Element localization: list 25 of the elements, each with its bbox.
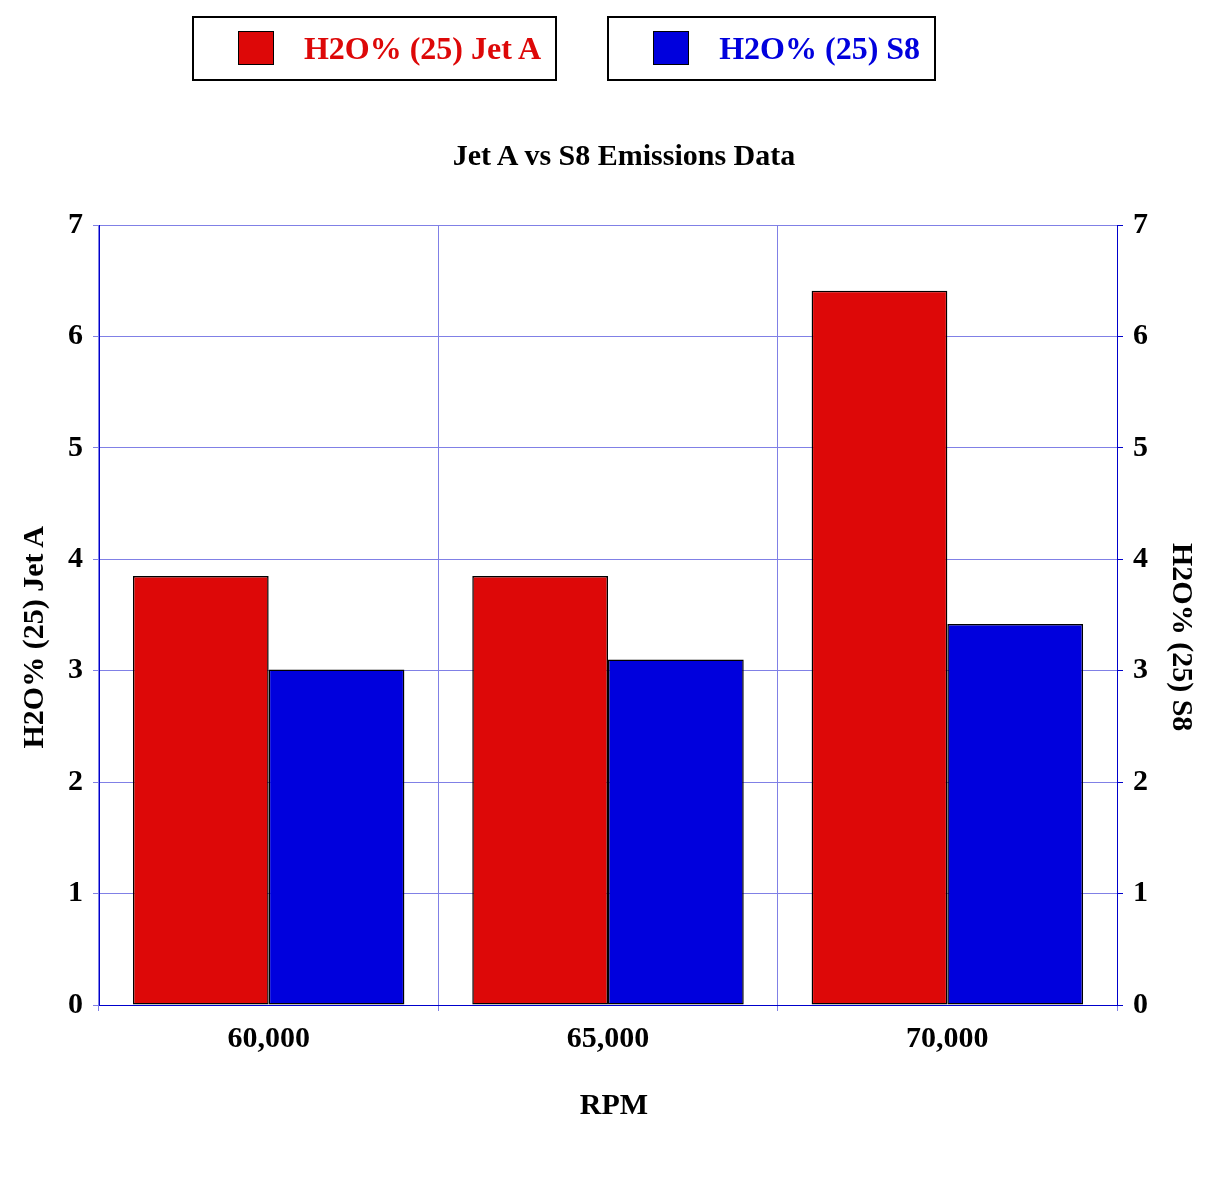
legend-label: H2O% (25) S8	[719, 29, 921, 67]
y2-tick-label: 5	[1133, 428, 1148, 462]
x-tick-label: 65,000	[566, 1019, 650, 1053]
y-tick-label: 7	[68, 205, 83, 239]
x-tick-label: 60,000	[227, 1019, 310, 1053]
x-tick-label: 70,000	[906, 1019, 989, 1053]
y-tick-label: 6	[68, 317, 83, 351]
y-tick-label: 2	[68, 762, 83, 796]
y2-tick-label: 3	[1133, 651, 1148, 685]
y2-tick-label: 4	[1133, 540, 1148, 574]
y2-tick-label: 1	[1133, 874, 1148, 908]
y-tick-label: 4	[68, 540, 83, 574]
y-tick-label: 3	[68, 651, 83, 685]
y-axis-title: H2O% (25) Jet A	[16, 525, 50, 749]
y2-tick-label: 0	[1133, 985, 1148, 1019]
chart-title: Jet A vs S8 Emissions Data	[451, 138, 797, 173]
y-tick-label: 0	[68, 985, 83, 1019]
y2-axis-title: H2O% (25) S8	[1166, 542, 1200, 732]
y-tick-label: 1	[68, 874, 83, 908]
y2-tick-label: 7	[1133, 205, 1148, 239]
y2-tick-label: 6	[1133, 317, 1148, 351]
y2-tick-label: 2	[1133, 762, 1148, 796]
x-axis-title: RPM	[578, 1086, 650, 1121]
legend-label: H2O% (25) Jet A	[303, 29, 542, 67]
y-tick-label: 5	[68, 428, 83, 462]
